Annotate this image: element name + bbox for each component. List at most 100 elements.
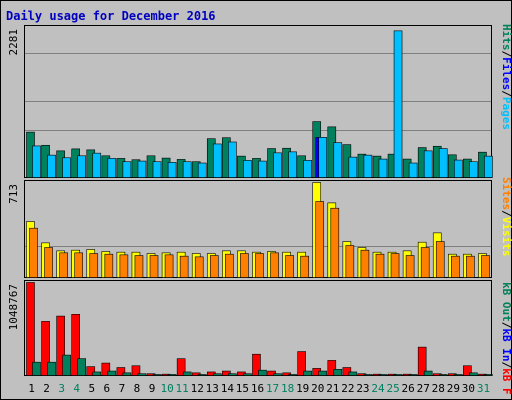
bar-sites xyxy=(194,256,204,278)
bar-kb-out xyxy=(137,373,147,376)
bar-pages xyxy=(197,162,207,178)
bar-kb-out xyxy=(393,374,403,376)
bar-sites xyxy=(59,252,68,278)
bar-pages xyxy=(167,162,177,178)
x-tick-label: 22 xyxy=(341,382,354,395)
x-tick-label: 6 xyxy=(104,382,111,395)
legend-separator: / xyxy=(500,51,512,58)
bar-kb-f xyxy=(222,370,231,376)
bar-kb-out xyxy=(243,373,252,376)
bar-pages xyxy=(107,158,117,178)
bar-kb-f xyxy=(56,315,65,376)
x-tick-label: 19 xyxy=(296,382,309,395)
bar-kb-out xyxy=(454,374,463,376)
chart-title: Daily usage for December 2016 xyxy=(6,9,216,23)
bar-kb-f xyxy=(463,365,472,376)
x-tick-label: 2 xyxy=(43,382,50,395)
panel-3: 1048767 kB Out/kB In/kB F xyxy=(7,280,512,395)
bar-kb-f xyxy=(176,358,186,376)
x-tick-label: 7 xyxy=(119,382,126,395)
bar-pages xyxy=(243,160,252,178)
x-tick-label: 27 xyxy=(417,382,430,395)
bar-kb-out xyxy=(152,374,162,376)
bar-sites xyxy=(405,255,415,278)
bar-pages xyxy=(152,161,162,178)
bar-kb-f xyxy=(282,372,291,376)
panel-2: 713 Sites/Visits xyxy=(7,177,512,278)
bar-sites xyxy=(375,253,385,278)
bar-pages xyxy=(469,161,478,178)
bar-kb-f xyxy=(26,282,35,376)
legend-pages: Pages xyxy=(500,97,512,130)
bar-kb-f xyxy=(131,365,141,376)
bar-sites xyxy=(360,249,370,278)
x-tick-label: 10 xyxy=(160,382,173,395)
bar-kb-out xyxy=(122,372,132,376)
bar-kb-f xyxy=(267,370,276,376)
series-legend: kB Out/kB In/kB F xyxy=(500,282,512,395)
bar-kb-f xyxy=(252,353,261,376)
legend-files: Files xyxy=(500,57,512,90)
bar-sites xyxy=(29,227,38,278)
panel-1: 2281 Hits/Files/Pages xyxy=(7,24,512,178)
bar-pages xyxy=(423,150,433,178)
bar-pages xyxy=(393,30,403,178)
series-legend: Hits/Files/Pages xyxy=(500,24,512,130)
bar-sites xyxy=(345,245,355,278)
bar-pages xyxy=(378,158,388,178)
bar-pages xyxy=(438,148,448,178)
bar-sites xyxy=(390,253,400,278)
x-tick-label: 16 xyxy=(251,382,264,395)
bar-sites xyxy=(225,253,234,278)
bar-sites xyxy=(104,253,114,278)
bar-kb-out xyxy=(92,371,102,376)
bar-sites xyxy=(89,253,99,278)
bar-kb-f xyxy=(86,366,96,376)
x-tick-label: 18 xyxy=(281,382,294,395)
legend-separator: / xyxy=(500,322,512,329)
x-tick-label: 26 xyxy=(402,382,415,395)
bar-kb-out xyxy=(47,361,56,376)
bar-pages xyxy=(47,154,56,178)
bar-kb-out xyxy=(228,373,237,376)
x-tick-label: 30 xyxy=(462,382,475,395)
bar-kb-f xyxy=(191,372,201,376)
legend-separator: / xyxy=(500,90,512,97)
x-tick-label: 4 xyxy=(73,382,80,395)
bar-kb-out xyxy=(438,374,448,376)
bar-sites xyxy=(179,255,189,278)
bar-sites xyxy=(330,207,340,278)
bar-kb-out xyxy=(197,374,207,376)
legend-kb-in: kB In xyxy=(500,328,512,361)
x-tick-label: 29 xyxy=(447,382,460,395)
bar-pages xyxy=(122,161,132,178)
x-tick-label: 1 xyxy=(28,382,35,395)
bar-kb-out xyxy=(378,374,388,376)
bar-kb-out xyxy=(77,358,86,376)
legend-separator: / xyxy=(500,362,512,369)
bar-sites xyxy=(300,255,309,278)
bar-kb-f xyxy=(417,346,427,376)
bar-kb-out xyxy=(212,373,222,376)
x-tick-label: 17 xyxy=(266,382,279,395)
y-tick-label: 1048767 xyxy=(7,284,20,330)
bar-pages xyxy=(32,145,41,178)
x-tick-label: 21 xyxy=(326,382,339,395)
x-tick-label: 31 xyxy=(477,382,490,395)
bar-sites xyxy=(466,255,475,278)
bar-pages xyxy=(77,155,86,178)
bar-kb-f xyxy=(342,367,352,376)
x-tick-label: 20 xyxy=(311,382,324,395)
bar-pages xyxy=(212,143,222,178)
bar-pages xyxy=(454,159,463,178)
series-legend: Sites/Visits xyxy=(500,177,512,257)
bar-kb-out xyxy=(288,374,297,376)
bar-pages xyxy=(408,162,418,178)
bar-kb-out xyxy=(303,370,312,376)
bar-kb-out xyxy=(423,370,433,376)
bar-kb-out xyxy=(469,372,478,376)
bar-kb-out xyxy=(484,374,493,376)
bar-sites xyxy=(149,255,159,278)
x-tick-label: 28 xyxy=(432,382,445,395)
